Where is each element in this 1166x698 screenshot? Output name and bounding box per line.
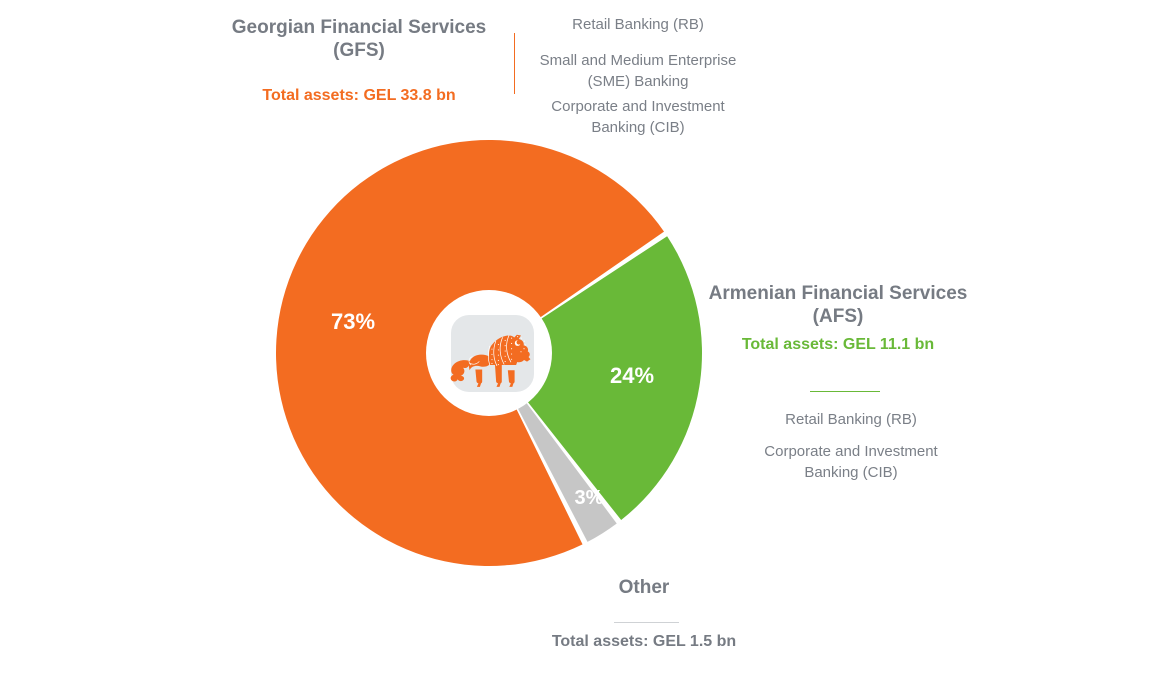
svg-text:73%: 73% [331, 309, 375, 334]
svg-text:24%: 24% [610, 363, 654, 388]
svg-text:3%: 3% [575, 487, 604, 509]
